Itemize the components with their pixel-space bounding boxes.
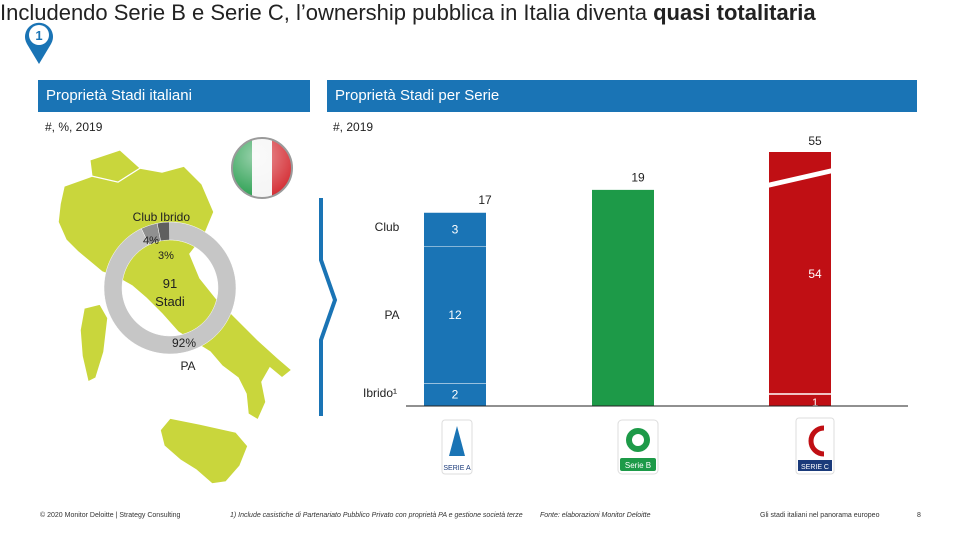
- bar-label-serie-a-pa: 12: [448, 308, 462, 322]
- donut-center-label: Stadi: [155, 294, 185, 309]
- serie-a-logo: SERIE A: [441, 419, 473, 475]
- right-panel-unit: #, 2019: [333, 120, 374, 134]
- left-panel-header: Proprietà Stadi italiani: [38, 80, 310, 112]
- serie-c-logo: SERIE C: [795, 417, 835, 475]
- slide-title: Includendo Serie B e Serie C, l’ownershi…: [0, 0, 960, 26]
- series-bar-chart: 2 12 3 17 19 54 1 55 Club PA Ibrido¹ SERIE A Se…: [363, 134, 908, 475]
- serie-b-logo: Serie B: [617, 419, 659, 475]
- donut-slice-percent-pa: 92%: [172, 336, 196, 350]
- ownership-donut-chart: [103, 221, 237, 355]
- bar-label-serie-a-ibrido: 2: [452, 388, 459, 402]
- left-panel-graphics: 91 Stadi Club Ibrido 4% 3% 92% PA: [57, 137, 294, 485]
- right-panel-header: Proprietà Stadi per Serie: [327, 80, 917, 112]
- donut-slice-pa: [103, 221, 237, 355]
- segment-label-pa: PA: [384, 308, 399, 322]
- slide-number-badge: 1: [25, 22, 53, 64]
- bar-label-serie-a-club: 3: [452, 222, 459, 236]
- footer-page-number: 8: [917, 512, 921, 519]
- italy-flag-icon: [231, 137, 293, 199]
- axis-break-mark: [764, 167, 836, 189]
- bar-serie-c-pa: [769, 152, 831, 406]
- footer-copyright: © 2020 Monitor Deloitte | Strategy Consu…: [40, 512, 181, 519]
- bar-serie-b-pa: [592, 189, 654, 406]
- italy-map-icon: [57, 149, 294, 485]
- slide-number: 1: [35, 28, 42, 43]
- donut-slice-label-club: Club: [133, 210, 158, 224]
- bar-total-serie-a: 17: [478, 193, 492, 207]
- serie-a-logo-text: SERIE A: [443, 465, 471, 472]
- bar-label-serie-c-pa: 54: [808, 267, 822, 281]
- bar-total-serie-b: 19: [631, 170, 645, 184]
- serie-b-logo-text: Serie B: [625, 461, 651, 470]
- donut-slice-label-pa: PA: [180, 359, 195, 373]
- donut-center-value: 91: [163, 276, 177, 291]
- bar-serie-a-pa: [424, 246, 486, 384]
- left-panel-unit: #, %, 2019: [45, 120, 103, 134]
- bar-label-serie-c-ibrido: 1: [812, 397, 818, 409]
- bar-total-serie-c: 55: [808, 134, 822, 148]
- donut-slice-label-ibrido: Ibrido: [160, 210, 190, 224]
- footer-note: 1) Include casistiche di Partenariato Pu…: [230, 512, 523, 519]
- serie-c-logo-text: SERIE C: [801, 464, 829, 471]
- title-bold: quasi totalitaria: [653, 0, 816, 25]
- donut-slice-percent-club: 4%: [143, 235, 159, 247]
- segment-label-club: Club: [375, 220, 400, 234]
- footer-doc-title: Gli stadi italiani nel panorama europeo: [760, 512, 880, 519]
- panel-divider-chevron: [319, 198, 338, 416]
- title-main: Includendo Serie B e Serie C, l’ownershi…: [0, 0, 654, 25]
- footer-source: Fonte: elaborazioni Monitor Deloitte: [540, 512, 651, 519]
- bar-serie-a-ibrido: [424, 383, 486, 406]
- segment-label-ibrido: Ibrido¹: [363, 386, 397, 400]
- donut-slice-percent-ibrido: 3%: [158, 250, 174, 262]
- bar-serie-a-club: [424, 212, 486, 247]
